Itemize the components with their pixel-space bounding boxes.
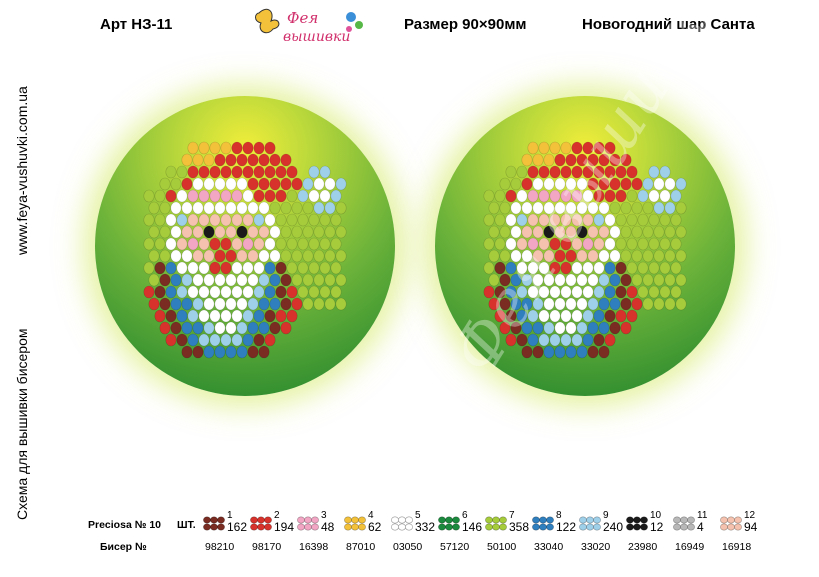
bead-swatch-7: 7 358 [485,510,545,536]
bead-code-1: 98210 [205,541,235,553]
bead-swatch-1: 1 162 [203,510,263,536]
bead-code-10: 23980 [628,541,658,553]
bead-number: 9 [603,510,609,521]
bead-number: 10 [650,510,662,521]
bead-number: 12 [744,510,756,521]
bead-count: 62 [368,520,382,534]
santa-ball-left [95,96,395,396]
bead-count: 240 [603,520,624,534]
bead-count: 146 [462,520,483,534]
bead-swatch-4: 4 62 [344,510,404,536]
bead-number: 1 [227,510,233,521]
pattern-size: Размер 90×90мм [404,16,527,33]
bead-code-9: 33020 [581,541,611,553]
bead-code-12: 16918 [722,541,752,553]
bead-swatch-8: 8 122 [532,510,592,536]
bead-code-8: 33040 [534,541,564,553]
bead-count: 332 [415,520,436,534]
bead-number: 4 [368,510,374,521]
bead-code-7: 50100 [487,541,517,553]
bead-swatch-9: 9 240 [579,510,639,536]
bead-swatch-3: 3 48 [297,510,357,536]
bead-number: 5 [415,510,421,521]
bead-code-2: 98170 [252,541,282,553]
website-link[interactable]: www.feya-vushuvki.com.ua [14,86,30,255]
bead-swatch-2: 2 194 [250,510,310,536]
bead-number-label: Бисер № [100,541,147,553]
bead-swatch-11: 11 4 [673,510,733,536]
bead-code-4: 87010 [346,541,376,553]
bead-count: 122 [556,520,577,534]
santa-ball-right [435,96,735,396]
bead-number: 11 [697,510,708,521]
bead-count: 94 [744,520,758,534]
svg-text:Фея: Фея [287,9,318,27]
bead-number: 2 [274,510,280,521]
bead-count: 194 [274,520,295,534]
article-number: Арт НЗ-11 [100,16,173,33]
preciosa-label: Preciosa № 10 [88,519,161,531]
bead-code-6: 57120 [440,541,470,553]
pattern-title: Новогодний шар Санта [582,16,755,33]
count-label: ШТ. [177,519,196,531]
bead-swatch-10: 10 12 [626,510,686,536]
bead-swatch-12: 12 94 [720,510,780,536]
logo: Фея вышивки [253,3,373,49]
bead-number: 3 [321,510,327,521]
bead-number: 7 [509,510,515,521]
bead-count: 162 [227,520,248,534]
bead-code-5: 03050 [393,541,423,553]
bead-count: 4 [697,520,704,534]
bead-swatch-5: 5 332 [391,510,451,536]
bead-number: 6 [462,510,468,521]
bead-code-3: 16398 [299,541,329,553]
scheme-caption: Схема для вышивки бисером [14,328,30,521]
bead-count: 48 [321,520,335,534]
bead-swatch-6: 6 146 [438,510,498,536]
bead-count: 12 [650,520,664,534]
svg-text:вышивки: вышивки [283,29,350,45]
bead-count: 358 [509,520,530,534]
bead-code-11: 16949 [675,541,705,553]
bead-number: 8 [556,510,562,521]
